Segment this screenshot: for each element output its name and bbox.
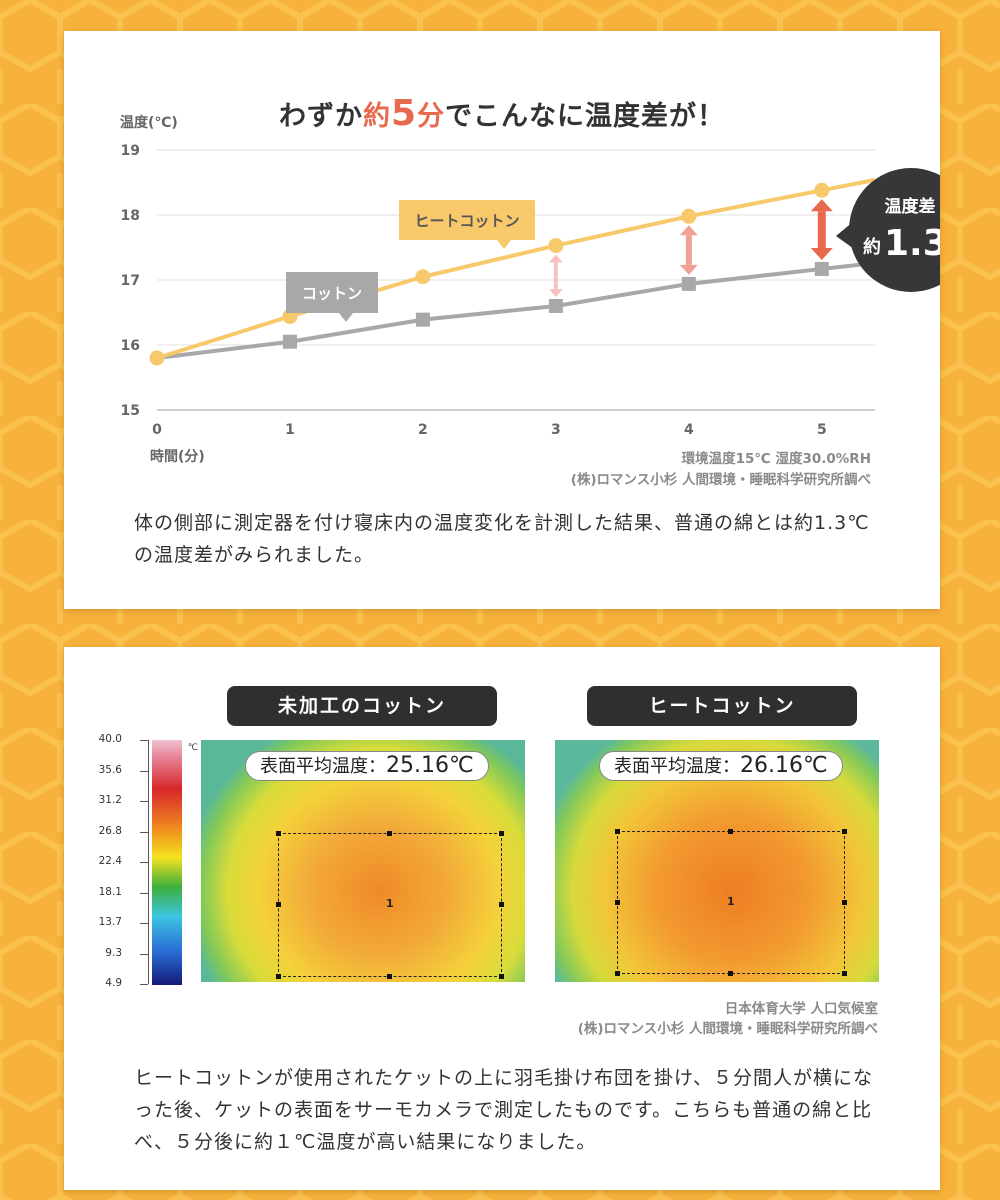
scale-unit: ℃ (187, 743, 198, 753)
y-tick-label: 19 (121, 143, 140, 159)
y-tick-label: 17 (121, 273, 140, 289)
temperature-chart-card: わずか約5分でこんなに温度差が！ 15 16 17 18 19 0 1 2 3 4 5 温度(℃) 時間… (64, 31, 940, 609)
x-tick-label: 0 (152, 422, 162, 438)
thermal-description: ヒートコットンが使用されたケットの上に羽毛掛け布団を掛け、５分間人が横になった後… (134, 1067, 874, 1153)
avg-temp-untreated: 表面平均温度：25.16℃ (245, 751, 489, 781)
series-label-cotton-box (286, 272, 378, 313)
temperature-difference-badge (849, 168, 940, 292)
series-label-cotton: コットン (302, 285, 362, 303)
data-point-cotton (415, 312, 430, 327)
scale-tick-label: 9.3 (105, 946, 122, 959)
chart-source-note: (株)ロマンス小杉 人間環境・睡眠科学研究所調べ (570, 472, 871, 488)
x-tick-label: 2 (418, 422, 428, 438)
badge-value: 1.3 (884, 223, 940, 264)
difference-arrow-head (810, 247, 833, 260)
badge-yaku: 約 (863, 236, 881, 258)
thermal-image-heat-cotton: 表面平均温度：26.16℃ 1 (555, 740, 879, 982)
scale-tick-label: 18.1 (98, 885, 122, 898)
scale-tick-label: 22.4 (98, 855, 122, 867)
roi-marker-heat-cotton: 1 (727, 895, 735, 908)
x-tick-label: 4 (684, 422, 694, 438)
y-axis-label: 温度(℃) (120, 114, 178, 131)
difference-arrow-head (679, 225, 698, 236)
scale-tick-mark (140, 984, 148, 985)
x-tick-label: 3 (551, 422, 561, 438)
scale-tick-mark (140, 953, 148, 955)
avg-temp-heat-cotton: 表面平均温度：26.16℃ (599, 751, 843, 781)
series-line-cotton (156, 260, 876, 360)
difference-arrow-head (810, 199, 833, 212)
temperature-color-scale (152, 740, 182, 985)
measurement-area-heat-cotton: 1 (615, 829, 847, 976)
scale-tick-mark (140, 923, 148, 924)
measurement-area-untreated: 1 (276, 831, 504, 979)
label-untreated-cotton: 未加工のコットン (227, 686, 497, 726)
data-point-heat-cotton (415, 269, 431, 285)
series-label-cotton-pointer (339, 313, 353, 322)
data-point-cotton (681, 276, 696, 291)
scale-tick-mark (140, 770, 148, 772)
label-heat-cotton: ヒートコットン (587, 686, 857, 726)
thermal-source-line1: 日本体育大学 人口気候室 (724, 1001, 878, 1017)
series-label-heat-cotton-pointer (497, 240, 511, 249)
data-point-heat-cotton (149, 350, 165, 366)
environment-note: 環境温度15℃ 湿度30.0%RH (681, 451, 871, 467)
thermal-source-line2: (株)ロマンス小杉 人間環境・睡眠科学研究所調べ (577, 1021, 878, 1037)
roi-marker-untreated: 1 (386, 897, 394, 910)
difference-arrow-head (548, 289, 563, 297)
x-tick-label: 1 (285, 422, 295, 438)
x-axis-label: 時間(分) (150, 448, 205, 465)
scale-tick-label: 26.8 (98, 824, 122, 837)
scale-tick-label: 31.2 (98, 794, 122, 806)
data-point-heat-cotton (681, 208, 697, 224)
thermal-image-untreated: 表面平均温度：25.16℃ 1 (201, 740, 525, 982)
scale-tick-label: 35.6 (98, 763, 122, 776)
data-point-cotton (548, 299, 563, 313)
y-tick-label: 15 (121, 403, 140, 419)
chart-headline: わずか約5分でこんなに温度差が！ (278, 93, 726, 134)
badge-pointer (836, 221, 854, 249)
scale-tick-mark (140, 801, 148, 802)
badge-unit: ℃ (937, 239, 940, 259)
badge-label: 温度差 (885, 196, 936, 217)
scale-tick-mark (140, 831, 148, 833)
scale-tick-label: 4.9 (105, 977, 122, 989)
scale-axis-line (148, 740, 149, 984)
scale-tick-mark (140, 740, 148, 741)
data-point-cotton (282, 334, 297, 349)
chart-description: 体の側部に測定器を付け寝床内の温度変化を計測した結果、普通の綿とは約1.3℃の温… (134, 512, 870, 566)
scale-tick-label: 13.7 (98, 916, 122, 928)
data-point-heat-cotton (814, 182, 830, 198)
series-label-heat-cotton: ヒートコットン (414, 212, 519, 230)
difference-arrow-head (679, 264, 698, 275)
scale-tick-mark (140, 862, 148, 863)
scale-tick-mark (140, 892, 148, 894)
data-point-cotton (814, 261, 829, 276)
scale-tick-label: 40.0 (98, 733, 122, 745)
y-tick-label: 18 (121, 208, 140, 224)
data-point-heat-cotton (548, 238, 564, 254)
difference-arrow-head (548, 254, 563, 263)
x-tick-label: 5 (817, 422, 827, 438)
series-label-heat-cotton-box (399, 200, 535, 240)
y-tick-label: 16 (121, 338, 140, 354)
thermal-image-card: 未加工のコットン ヒートコットン 40.0 35.6 31.2 26.8 22.4 18.… (64, 647, 940, 1190)
